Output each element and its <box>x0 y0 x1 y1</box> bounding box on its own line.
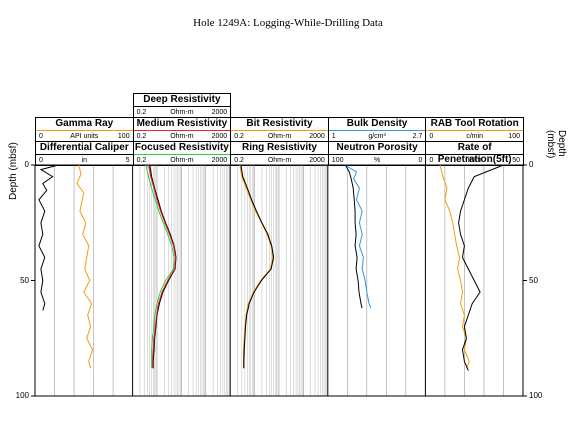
track-scale-max: 5 <box>125 157 130 164</box>
y-tick-label-left: 0 <box>24 160 29 169</box>
series-line-differential-caliper <box>38 164 59 311</box>
track-header-title: Neutron Porosity <box>336 142 418 153</box>
track-scale-max: 100 <box>117 133 130 140</box>
track-header-color-bar <box>231 154 328 155</box>
track-header-rate-of-penetration-5ft-: Rate of Penetration(5ft) m/hr 0 50 <box>425 141 524 166</box>
track-header-title: Deep Resistivity <box>143 94 221 105</box>
track-scale-unit: % <box>373 157 381 164</box>
track-scale-max: 2000 <box>211 109 228 116</box>
track-scale-min: 100 <box>331 157 344 164</box>
track-scale-max: 50 <box>512 157 520 164</box>
y-tick-label-left: 50 <box>20 275 29 285</box>
track-header-color-bar <box>133 154 231 155</box>
track-scale-max: 0 <box>418 157 423 164</box>
track-header-color-bar <box>133 130 231 131</box>
track-scale-min: 0.2 <box>136 109 147 116</box>
y-tick-label-left: 100 <box>15 391 29 400</box>
track-header-title: Ring Resistivity <box>241 142 317 153</box>
chart-title: Hole 1249A: Logging-While-Drilling Data <box>193 17 383 29</box>
track-scale-min: 1 <box>331 133 336 140</box>
track-scale-min: 0.2 <box>136 157 147 164</box>
track-header-color-bar <box>426 154 523 155</box>
track-header-title: Bit Resistivity <box>246 118 313 129</box>
track-scale-max: 2.7 <box>412 133 423 140</box>
track-scale-min: 0.2 <box>234 133 244 140</box>
y-tick-label-right: 100 <box>529 391 543 400</box>
track-scale-unit: c/min <box>466 133 484 140</box>
track-header-title: Differential Caliper <box>39 142 129 153</box>
track-header-title: Bulk Density <box>346 118 408 129</box>
series-line-medium-resistivity <box>148 164 177 369</box>
track-header-title: Focused Resistivity <box>134 142 229 153</box>
series-line-ring-resistivity <box>240 164 275 369</box>
track-header-color-bar <box>328 154 426 155</box>
track-header-title: Rate of Penetration(5ft) <box>437 142 512 165</box>
track-scale-unit: in <box>81 157 88 164</box>
track-scale-min: 0 <box>429 133 434 140</box>
track-scale-min: 0.2 <box>136 133 147 140</box>
series-line-bulk-density <box>344 164 372 309</box>
track-scale-min: 0.2 <box>234 157 244 164</box>
track-scale-unit: Ohm-m <box>170 109 194 116</box>
track-header-bit-resistivity: Bit Resistivity Ohm-m 0.2 2000 <box>230 117 329 142</box>
track-header-title: Gamma Ray <box>55 118 114 129</box>
track-scale-unit: Ohm-m <box>170 133 194 140</box>
track-scale-unit: API units <box>70 133 99 140</box>
track-scale-min: 0 <box>39 133 43 140</box>
track-scale-max: 100 <box>508 133 520 140</box>
track-scale-min: 0 <box>39 157 43 164</box>
track-header-color-bar <box>36 130 133 131</box>
series-line-gamma-ray <box>76 164 94 369</box>
track-header-focused-resistivity: Focused Resistivity Ohm-m 0.2 2000 <box>132 141 232 166</box>
track-scale-unit: Ohm-m <box>170 157 194 164</box>
series-line-rab-tool-rotation <box>439 164 470 369</box>
y-tick-label-right: 0 <box>529 160 534 169</box>
track-header-medium-resistivity: Medium Resistivity Ohm-m 0.2 2000 <box>132 117 232 142</box>
track-header-color-bar <box>426 130 523 131</box>
track-header-color-bar <box>36 154 133 155</box>
track-scale-max: 2000 <box>211 157 228 164</box>
track-header-color-bar <box>133 106 231 107</box>
track-scale-unit: m/hr <box>467 157 482 164</box>
track-header-color-bar <box>328 130 426 131</box>
track-scale-unit: Ohm-m <box>267 133 292 140</box>
y-tick-label-right: 50 <box>529 275 538 285</box>
track-scale-max: 2000 <box>211 133 228 140</box>
series-line-rate-of-penetration-5ft- <box>458 164 504 371</box>
track-scale-unit: Ohm-m <box>267 157 292 164</box>
series-line-neutron-porosity <box>344 164 363 309</box>
track-scale-min: 0 <box>429 157 434 164</box>
track-header-ring-resistivity: Ring Resistivity Ohm-m 0.2 2000 <box>230 141 329 166</box>
track-scale-max: 2000 <box>309 133 325 140</box>
track-header-title: RAB Tool Rotation <box>430 118 519 129</box>
track-scale-unit: g/cm³ <box>368 133 386 140</box>
track-scale-max: 2000 <box>309 157 325 164</box>
track-header-color-bar <box>231 130 328 131</box>
track-header-title: Medium Resistivity <box>136 118 228 129</box>
series-line-focused-resistivity <box>145 164 175 369</box>
